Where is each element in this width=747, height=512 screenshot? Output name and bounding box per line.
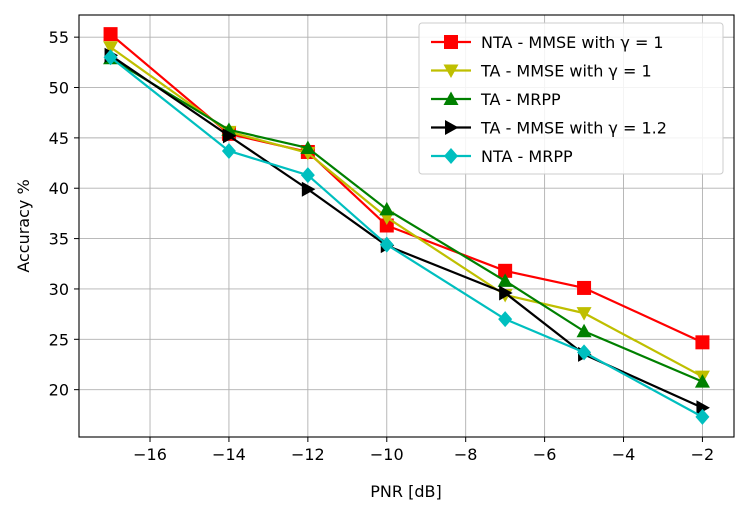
legend-label: NTA - MMSE with γ = 1: [481, 33, 664, 52]
y-tick-label: 25: [49, 330, 69, 349]
data-point-marker: [300, 140, 316, 154]
legend-label: NTA - MRPP: [481, 147, 573, 166]
legend-entry: TA - MRPP: [431, 90, 561, 109]
legend-marker: [443, 91, 459, 105]
legend-marker: [444, 35, 458, 49]
data-point-marker: [103, 41, 119, 55]
series-5: [103, 49, 710, 425]
x-tick-label: −16: [133, 445, 167, 464]
legend-entry: NTA - MRPP: [431, 147, 573, 166]
x-tick-label: −6: [533, 445, 557, 464]
y-tick-label: 55: [49, 28, 69, 47]
y-tick-label: 20: [49, 381, 69, 400]
data-point-marker: [300, 167, 315, 184]
y-tick-label: 45: [49, 129, 69, 148]
series-layer: [103, 27, 710, 425]
data-point-marker: [301, 181, 316, 197]
legend-label: TA - MMSE with γ = 1.2: [480, 119, 667, 138]
data-point-marker: [695, 408, 710, 425]
data-point-marker: [576, 307, 592, 321]
data-point-marker: [379, 236, 394, 253]
legend-marker: [444, 148, 458, 164]
y-tick-label: 30: [49, 280, 69, 299]
legend-entry: TA - MMSE with γ = 1: [431, 62, 652, 81]
y-tick-label: 35: [49, 230, 69, 249]
x-tick-label: −2: [691, 445, 715, 464]
legend: NTA - MMSE with γ = 1 TA - MMSE with γ = …: [418, 22, 724, 175]
data-point-marker: [497, 273, 513, 287]
y-tick-label: 50: [49, 79, 69, 98]
x-tick-label: −8: [454, 445, 478, 464]
axes: [78, 14, 735, 438]
data-point-marker: [222, 128, 237, 144]
data-point-marker: [577, 344, 592, 361]
x-tick-label: −4: [612, 445, 636, 464]
x-tick-label: −14: [212, 445, 246, 464]
data-point-marker: [379, 201, 395, 216]
legend-marker: [443, 64, 459, 78]
plot-frame: [78, 14, 735, 438]
data-point-marker: [379, 218, 394, 233]
legend-box: [418, 22, 724, 175]
y-axis-label: Accuracy %: [14, 179, 33, 272]
data-point-marker: [695, 335, 710, 350]
data-point-marker: [498, 311, 513, 328]
data-point-marker: [694, 374, 710, 388]
data-point-marker: [103, 49, 118, 66]
legend-entry: TA - MMSE with γ = 1.2: [431, 119, 667, 138]
data-point-marker: [103, 27, 118, 42]
x-axis-label: PNR [dB]: [370, 482, 441, 501]
data-point-marker: [221, 142, 236, 159]
legend-label: TA - MMSE with γ = 1: [480, 62, 652, 81]
data-point-marker: [577, 280, 592, 295]
x-tick-label: −12: [291, 445, 325, 464]
legend-label: TA - MRPP: [480, 90, 561, 109]
legend-entry: NTA - MMSE with γ = 1: [431, 33, 664, 52]
legend-marker: [445, 120, 459, 135]
data-point-marker: [576, 323, 592, 338]
data-point-marker: [498, 263, 513, 278]
x-tick-label: −10: [370, 445, 404, 464]
data-point-marker: [499, 285, 513, 301]
ticks: −16 −14 −12 −10 −8 −6 −4 −2 20 25 30 35 40 45 50 55: [49, 28, 715, 464]
y-tick-label: 40: [49, 179, 69, 198]
data-point-marker: [696, 400, 710, 416]
